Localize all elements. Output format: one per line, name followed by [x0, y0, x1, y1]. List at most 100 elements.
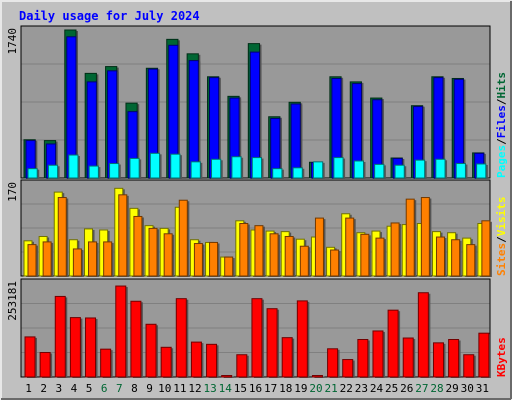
sites-bar	[314, 217, 324, 277]
sites-bar	[481, 220, 491, 277]
pages-bar	[312, 161, 324, 179]
x-tick-label: 25	[385, 382, 398, 395]
pages-bar	[109, 163, 120, 179]
kbytes-panel: 253181 KBytes	[6, 278, 508, 378]
sites-bar	[42, 241, 52, 277]
kbytes-bar	[327, 348, 339, 378]
kbytes-bar	[266, 308, 278, 378]
legend-item: /	[495, 236, 508, 243]
legend-item: Files	[495, 105, 508, 138]
x-tick-label: 18	[279, 382, 292, 395]
x-axis-day-labels: 1 2 3 4 5 6 7 8 9 10 11 12 13 14 15 16 17 18 19 20 21 22 23 24 2…	[25, 382, 489, 395]
legend-item: KBytes	[495, 337, 508, 377]
pages-bar	[129, 157, 140, 179]
kbytes-bar	[54, 295, 66, 378]
sites-bar	[178, 199, 188, 277]
sites-bar	[254, 225, 264, 277]
pages-bar	[414, 159, 426, 179]
x-tick-label: 29	[446, 382, 459, 395]
x-tick-label: 2	[40, 382, 47, 395]
sites-bar	[57, 197, 67, 277]
kbytes-bar	[85, 317, 97, 378]
sites-bar	[284, 235, 294, 277]
sites-bar	[435, 236, 445, 277]
kbytes-bar	[160, 346, 172, 378]
kbytes-bar	[372, 330, 384, 378]
sites-bar	[405, 198, 415, 277]
files-bar	[188, 60, 199, 179]
pages-bar	[149, 152, 161, 179]
x-tick-label: 21	[325, 382, 338, 395]
x-tick-label: 7	[116, 382, 123, 395]
kbytes-bar	[39, 351, 51, 378]
kbytes-bar	[100, 348, 112, 378]
x-tick-label: 17	[264, 382, 277, 395]
pages-bar	[211, 158, 222, 179]
legend-item: Pages	[495, 145, 508, 178]
sites-bar	[88, 241, 98, 277]
x-tick-label: 9	[146, 382, 153, 395]
kbytes-bar	[432, 342, 444, 378]
kbytes-bar	[236, 354, 248, 378]
sites-bar	[193, 243, 203, 277]
kbytes-bar	[281, 337, 293, 378]
x-tick-label: 16	[249, 382, 262, 395]
pages-bar	[47, 164, 59, 179]
kbytes-bar	[206, 343, 218, 378]
kbytes-bar	[311, 375, 323, 378]
x-tick-label: 14	[219, 382, 233, 395]
sites-bar	[330, 249, 340, 277]
files-bar	[290, 103, 301, 179]
pages-bar	[251, 157, 263, 179]
sites-bar	[466, 244, 476, 277]
sites-bar	[299, 245, 309, 277]
kbytes-bar	[221, 375, 233, 378]
pages-bar	[292, 167, 303, 179]
kbytes-bar	[387, 309, 399, 378]
x-tick-label: 11	[173, 382, 186, 395]
x-tick-label: 10	[158, 382, 171, 395]
legend: Sites/Visits	[495, 197, 508, 277]
pages-bar	[353, 160, 364, 179]
x-tick-label: 8	[131, 382, 138, 395]
sites-bar	[103, 241, 113, 277]
x-tick-label: 13	[203, 382, 216, 395]
kbytes-bar	[69, 317, 81, 378]
sites-bar	[390, 222, 400, 277]
legend-item: /	[495, 138, 508, 145]
pages-bar	[476, 163, 487, 179]
pages-bar	[88, 165, 99, 179]
x-tick-label: 26	[400, 382, 413, 395]
legend-item: /	[495, 98, 508, 105]
sites-bar	[118, 194, 128, 277]
kbytes-bar	[130, 300, 142, 378]
pages-bar	[27, 168, 38, 179]
sites-bar	[375, 237, 385, 277]
sites-bar	[148, 227, 158, 277]
kbytes-bar	[417, 292, 429, 378]
files-bar	[107, 70, 118, 179]
pages-bar	[394, 164, 405, 179]
kbytes-bar	[115, 285, 127, 378]
kbytes-bar	[448, 339, 460, 378]
sites-bar	[239, 223, 249, 277]
kbytes-bar	[145, 323, 157, 378]
kbytes-bar	[402, 337, 414, 378]
visits-sites-panel: 170 Sites/Visits	[6, 179, 508, 277]
y-max-label: 1740	[6, 28, 19, 55]
x-tick-label: 28	[430, 382, 443, 395]
sites-bar	[163, 233, 173, 277]
sites-bar	[420, 197, 430, 277]
x-tick-label: 27	[415, 382, 428, 395]
sites-bar	[72, 248, 82, 277]
x-tick-label: 23	[355, 382, 368, 395]
x-tick-label: 5	[86, 382, 93, 395]
x-tick-label: 3	[56, 382, 63, 395]
legend: KBytes	[495, 337, 508, 377]
kbytes-bar	[478, 332, 490, 378]
sites-bar	[209, 241, 219, 277]
kbytes-bar	[24, 336, 36, 378]
pages-bar	[68, 154, 79, 179]
